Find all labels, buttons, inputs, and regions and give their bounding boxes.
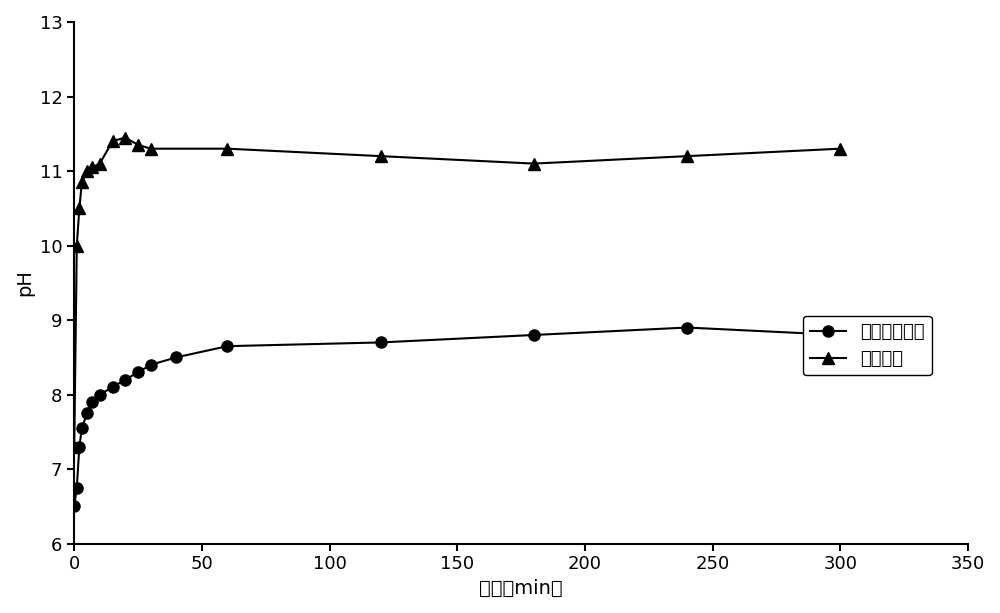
过氧化钙 [68, 443, 80, 451]
复合修复材料 [71, 484, 83, 492]
过氧化钙 [132, 141, 144, 148]
过氧化钙 [73, 205, 85, 212]
过氧化钙 [528, 160, 540, 167]
过氧化钙 [834, 145, 846, 153]
复合修复材料 [145, 361, 157, 368]
复合修复材料 [119, 376, 131, 383]
过氧化钙 [71, 242, 83, 249]
复合修复材料 [834, 331, 846, 338]
过氧化钙 [681, 153, 693, 160]
Line: 过氧化钙: 过氧化钙 [69, 132, 846, 452]
过氧化钙 [76, 178, 88, 186]
复合修复材料 [94, 391, 106, 398]
复合修复材料 [68, 503, 80, 510]
复合修复材料 [528, 331, 540, 338]
复合修复材料 [76, 424, 88, 432]
过氧化钙 [94, 160, 106, 167]
复合修复材料 [221, 343, 233, 350]
复合修复材料 [73, 443, 85, 451]
Legend: 复合修复材料, 过氧化钙: 复合修复材料, 过氧化钙 [803, 316, 932, 375]
复合修复材料 [107, 384, 119, 391]
过氧化钙 [107, 137, 119, 145]
过氧化钙 [375, 153, 387, 160]
复合修复材料 [375, 339, 387, 346]
X-axis label: 时间（min）: 时间（min） [479, 579, 563, 598]
过氧化钙 [119, 134, 131, 141]
Y-axis label: pH: pH [15, 269, 34, 296]
复合修复材料 [681, 324, 693, 331]
复合修复材料 [81, 409, 93, 417]
过氧化钙 [221, 145, 233, 153]
复合修复材料 [132, 368, 144, 376]
过氧化钙 [145, 145, 157, 153]
过氧化钙 [81, 167, 93, 175]
复合修复材料 [170, 354, 182, 361]
过氧化钙 [86, 164, 98, 171]
复合修复材料 [86, 398, 98, 406]
Line: 复合修复材料: 复合修复材料 [69, 322, 846, 512]
